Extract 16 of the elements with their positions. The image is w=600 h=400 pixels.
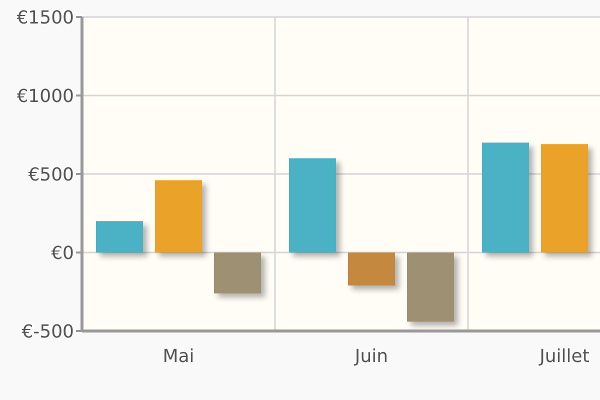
bar: [214, 252, 261, 294]
bar: [482, 142, 529, 252]
bar: [96, 221, 143, 252]
y-tick-label: €1500: [16, 7, 74, 28]
bar: [155, 180, 202, 252]
x-tick-label: Juin: [354, 346, 388, 367]
x-tick-label: Mai: [162, 346, 194, 367]
y-tick-label: €1000: [16, 86, 74, 107]
bar: [289, 158, 336, 252]
bar: [541, 144, 588, 252]
y-tick-label: €500: [28, 164, 74, 186]
bar: [407, 252, 454, 322]
bar: [348, 252, 395, 286]
y-tick-label: €-500: [22, 321, 74, 342]
y-tick-label: €0: [51, 242, 74, 264]
x-tick-label: Juillet: [538, 346, 590, 367]
